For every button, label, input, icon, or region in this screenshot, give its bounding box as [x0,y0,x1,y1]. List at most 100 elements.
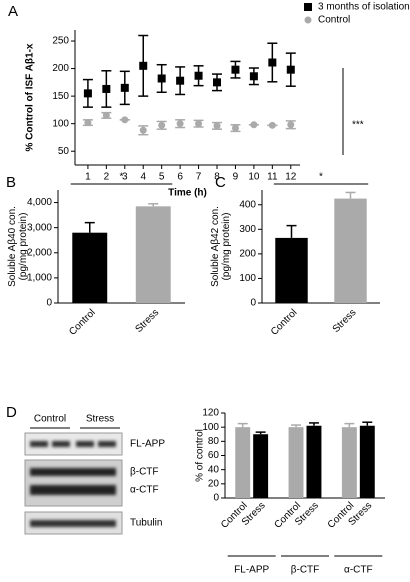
x-tick-label: 6 [177,172,183,183]
x-tick-label: 2 [104,172,110,183]
y-tick-label: 100 [239,273,256,284]
bar [253,434,269,498]
x-tick-label: 4 [140,172,146,183]
point [121,116,129,124]
group-label: FL-APP [234,565,269,576]
legend-label: Control [318,15,350,26]
point [231,124,239,132]
y-tick-label: 150 [52,91,69,102]
group-label: β-CTF [291,565,320,576]
bar [235,427,251,498]
y-tick-label: 300 [239,224,256,235]
y-axis-label: % Control of ISF Aβ1-x [25,43,36,151]
point [139,126,147,134]
y-tick-label: 200 [52,63,69,74]
x-tick-label: Control [269,307,300,338]
panel-label: D [6,404,17,421]
point [287,121,295,129]
annotation: * [120,172,124,183]
y-tick-label: 20 [208,478,220,489]
y-tick-label: 120 [202,408,219,419]
y-axis-label: (pg/mg protein) [221,213,232,281]
y-axis-label: % of control [195,429,206,482]
bar [341,427,357,498]
annotation: *** [352,120,364,131]
band-label: Tubulin [130,518,162,529]
point [84,119,92,127]
y-tick-label: 3,000 [27,222,52,233]
y-tick-label: 1,000 [27,273,52,284]
point [268,121,276,129]
band-label: β-CTF [130,467,159,478]
x-tick-label: Stress [331,307,359,335]
y-tick-label: 2,000 [27,247,52,258]
legend-marker [304,16,312,24]
blot-group-label: Control [34,414,66,425]
x-tick-label: 10 [248,172,260,183]
y-tick-label: 400 [239,199,256,210]
point [213,78,222,87]
point [250,121,258,129]
annotation: * [319,172,323,183]
point [176,120,184,128]
panel-label: C [215,174,226,191]
point [194,71,203,80]
x-tick-label: 8 [214,172,220,183]
bar [72,232,108,303]
bar [135,206,171,303]
x-tick-label: 5 [159,172,165,183]
point [195,120,203,128]
y-tick-label: 250 [52,36,69,47]
bar [288,427,304,498]
x-tick-label: 12 [285,172,297,183]
point [120,83,129,92]
y-tick-label: 200 [239,249,256,260]
point [176,76,185,85]
point [231,65,240,74]
panel-label: A [8,3,18,20]
y-tick-label: 50 [58,146,70,157]
western-blot: Control Stress FL-APP β-CTF α-CTF Tubuli… [24,414,165,535]
bar [359,425,375,498]
band-label: α-CTF [130,485,159,496]
group-label: α-CTF [344,565,373,576]
bar [275,237,308,303]
x-tick-label: 9 [233,172,239,183]
point [213,122,221,130]
point [286,65,295,74]
legend-label: 3 months of isolation [318,2,410,13]
point [157,74,166,83]
point [268,58,277,67]
x-tick-label: 11 [267,172,278,183]
y-axis-label: Soluble Aβ42 con. [210,206,221,287]
y-axis-label: (pg/mg protein) [18,213,29,281]
bar [306,425,322,498]
x-tick-label: Control [67,307,98,338]
legend-marker [304,3,312,11]
point [102,84,111,93]
y-tick-label: 40 [208,464,220,475]
y-axis-label: Soluble Aβ40 con. [7,206,18,287]
point [139,61,148,70]
panel-label: B [6,174,16,191]
y-tick-label: 60 [208,450,220,461]
x-tick-label: 7 [196,172,202,183]
x-tick-label: 1 [85,172,91,183]
x-tick-label: 3 [122,172,128,183]
point [249,72,258,81]
x-axis-label: Time (h) [168,188,207,199]
blot-strip [24,432,123,456]
bar [334,198,367,303]
point [158,121,166,129]
point [83,89,92,98]
y-tick-label: 100 [52,118,69,129]
blot-strip [24,459,123,507]
band-label: FL-APP [130,439,165,450]
point [102,111,110,119]
x-tick-label: Stress [133,307,161,335]
y-tick-label: 0 [250,298,256,309]
y-tick-label: 4,000 [27,197,52,208]
y-tick-label: 0 [46,298,52,309]
y-tick-label: 80 [208,436,220,447]
